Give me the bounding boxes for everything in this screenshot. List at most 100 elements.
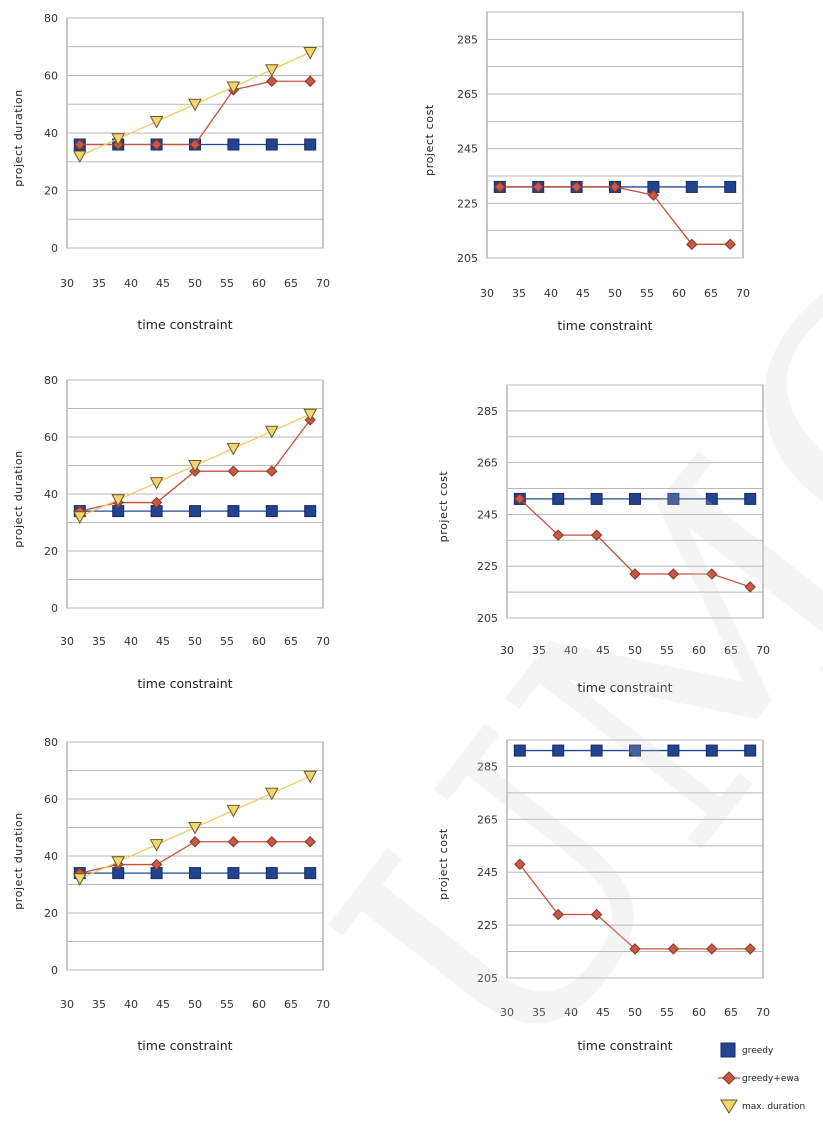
y-tick-label: 20 <box>44 545 58 558</box>
x-tick-label: 45 <box>156 277 170 290</box>
series-max-duration <box>72 770 318 886</box>
legend-label: max. duration <box>742 1102 805 1112</box>
x-tick-label: 70 <box>316 277 330 290</box>
data-point <box>188 98 202 112</box>
data-point <box>744 744 757 757</box>
y-tick-label: 285 <box>477 405 498 418</box>
data-point <box>629 744 641 757</box>
data-point <box>532 181 544 193</box>
series-greedy-ewa <box>514 493 756 593</box>
x-tick-label: 40 <box>564 1006 578 1019</box>
x-tick-label: 35 <box>92 277 106 290</box>
x-tick-label: 50 <box>628 644 642 657</box>
legend-label: greedy <box>742 1046 774 1056</box>
y-tick-label: 225 <box>477 919 498 932</box>
data-point <box>227 505 240 518</box>
data-point <box>265 138 278 151</box>
y-tick-label: 60 <box>44 793 58 806</box>
y-tick-label: 80 <box>44 374 58 387</box>
legend-marker <box>720 1099 738 1114</box>
x-tick-label: 30 <box>480 287 494 300</box>
x-tick-label: 35 <box>92 635 106 648</box>
data-point <box>744 581 756 593</box>
data-point <box>629 943 641 955</box>
x-tick-label: 35 <box>512 287 526 300</box>
data-point <box>494 181 506 193</box>
x-tick-label: 60 <box>252 635 266 648</box>
y-tick-label: 0 <box>51 602 58 615</box>
y-tick-label: 245 <box>457 143 478 156</box>
y-tick-label: 20 <box>44 907 58 920</box>
x-tick-label: 55 <box>220 635 234 648</box>
data-point <box>513 744 526 757</box>
x-tick-label: 60 <box>672 287 686 300</box>
y-axis-label: project cost <box>437 828 450 900</box>
y-tick-label: 60 <box>44 70 58 83</box>
data-point <box>514 493 526 505</box>
data-point <box>304 138 317 151</box>
y-tick-label: 225 <box>477 560 498 573</box>
data-point <box>189 505 201 518</box>
data-point <box>150 138 163 151</box>
data-point <box>304 75 316 87</box>
x-tick-label: 65 <box>724 644 738 657</box>
x-tick-label: 40 <box>564 644 578 657</box>
data-point <box>111 856 126 869</box>
series-max-duration <box>72 47 318 164</box>
data-point <box>227 867 240 880</box>
chart-panel-3: 0 20 40 60 80 30 35 40 45 50 55 60 65 70 time constrai… <box>12 374 330 691</box>
x-tick-label: 30 <box>60 635 74 648</box>
x-tick-label: 55 <box>220 998 234 1011</box>
data-point <box>304 836 316 848</box>
x-tick-label: 65 <box>284 635 298 648</box>
y-tick-label: 80 <box>44 12 58 25</box>
x-tick-label: 30 <box>500 1006 514 1019</box>
data-point <box>706 943 718 955</box>
data-point <box>266 75 278 87</box>
series-max-duration <box>72 408 318 524</box>
data-point <box>264 787 279 801</box>
data-point <box>111 133 126 146</box>
data-point <box>667 943 680 955</box>
x-axis-label: time constraint <box>137 1038 232 1053</box>
x-tick-label: 40 <box>124 998 138 1011</box>
y-tick-label: 205 <box>477 612 498 625</box>
legend-marker <box>722 1071 736 1085</box>
data-point <box>72 873 87 886</box>
data-point <box>266 465 278 477</box>
y-axis-label: project duration <box>12 89 25 187</box>
data-point <box>149 839 164 852</box>
chart-panel-6: 205 225 245 265 285 30 35 40 45 50 55 60 65 70 time co… <box>437 739 770 1053</box>
data-point <box>590 908 603 921</box>
data-point <box>227 465 240 477</box>
data-point <box>150 858 163 871</box>
data-point <box>264 64 279 77</box>
y-tick-label: 0 <box>51 964 58 977</box>
x-tick-label: 65 <box>284 998 298 1011</box>
series-greedy <box>513 744 757 757</box>
x-axis-label: time constraint <box>557 318 652 333</box>
x-tick-label: 40 <box>124 277 138 290</box>
data-point <box>552 744 565 757</box>
data-point <box>188 460 202 473</box>
x-tick-label: 60 <box>692 644 706 657</box>
y-tick-label: 40 <box>44 127 58 140</box>
data-point <box>150 496 163 509</box>
data-point <box>304 505 317 518</box>
data-point <box>667 568 680 580</box>
chart-panel-5: 0 20 40 60 80 30 35 40 45 50 55 60 65 70 time constrai… <box>12 736 330 1053</box>
x-tick-label: 35 <box>532 1006 546 1019</box>
y-tick-label: 285 <box>477 760 498 773</box>
data-point <box>590 492 603 505</box>
data-point <box>226 804 241 818</box>
data-point <box>744 492 757 505</box>
data-point <box>304 867 317 880</box>
y-tick-label: 205 <box>457 252 478 265</box>
data-point <box>303 770 318 784</box>
y-tick-label: 265 <box>457 88 478 101</box>
data-point <box>189 138 201 151</box>
x-tick-label: 55 <box>660 644 674 657</box>
data-point <box>667 492 680 505</box>
data-point <box>647 189 660 201</box>
x-tick-label: 30 <box>60 998 74 1011</box>
